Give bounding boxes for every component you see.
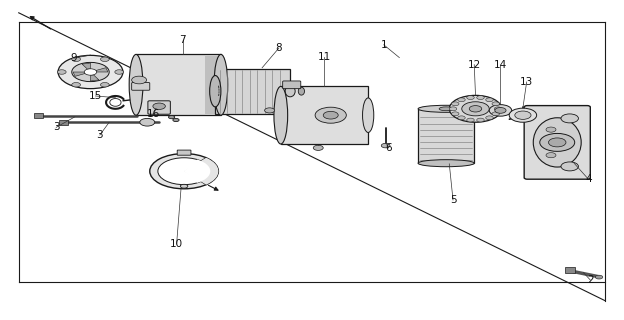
Circle shape [72,83,80,87]
Ellipse shape [418,105,474,112]
Circle shape [561,114,578,123]
Text: 9: 9 [71,53,77,63]
Circle shape [469,106,482,112]
Text: 1: 1 [381,40,387,50]
Text: 16: 16 [147,109,160,119]
Circle shape [452,112,459,116]
Circle shape [315,107,346,123]
Text: 4: 4 [585,174,592,184]
Ellipse shape [363,98,374,132]
Text: 5: 5 [450,195,456,205]
Circle shape [58,55,123,89]
FancyBboxPatch shape [148,101,170,114]
Circle shape [515,111,531,119]
Circle shape [313,145,323,150]
Polygon shape [82,63,90,69]
FancyBboxPatch shape [524,106,590,179]
Text: 2: 2 [587,275,593,285]
Text: 13: 13 [520,77,534,87]
Circle shape [561,162,578,171]
Circle shape [492,112,499,116]
Circle shape [449,95,502,122]
Circle shape [381,143,390,148]
Circle shape [153,103,165,109]
Circle shape [449,107,457,111]
FancyBboxPatch shape [418,109,474,163]
Polygon shape [73,72,85,76]
Circle shape [173,118,179,122]
Circle shape [462,102,489,116]
FancyBboxPatch shape [59,120,68,125]
Circle shape [477,96,484,100]
Circle shape [323,111,338,119]
FancyBboxPatch shape [565,267,575,273]
Text: 10: 10 [170,239,183,249]
Text: 11: 11 [318,52,331,62]
Text: 15: 15 [89,91,102,101]
Polygon shape [96,68,108,72]
Ellipse shape [210,76,221,107]
Circle shape [132,76,147,84]
Ellipse shape [129,54,143,115]
Ellipse shape [418,160,474,167]
Circle shape [100,83,109,87]
Circle shape [458,116,466,120]
FancyBboxPatch shape [283,81,301,89]
Circle shape [509,108,537,122]
Circle shape [548,138,566,147]
Wedge shape [184,160,210,183]
Circle shape [150,154,218,189]
Circle shape [485,116,493,120]
Circle shape [180,184,188,188]
Circle shape [72,62,109,82]
Circle shape [495,108,506,113]
Ellipse shape [298,87,305,95]
FancyBboxPatch shape [215,69,290,114]
Circle shape [158,158,210,185]
Circle shape [168,116,175,119]
Ellipse shape [439,107,453,111]
Wedge shape [184,158,218,185]
Circle shape [489,105,512,116]
Circle shape [84,69,97,75]
FancyBboxPatch shape [177,150,191,155]
Circle shape [100,57,109,61]
Circle shape [458,98,466,102]
Circle shape [546,127,556,132]
Text: 7: 7 [180,35,186,45]
Circle shape [452,102,459,106]
Text: 3: 3 [53,122,59,132]
Text: 3: 3 [97,130,103,140]
Text: 14: 14 [494,60,507,70]
Text: 8: 8 [276,43,282,53]
FancyBboxPatch shape [136,54,221,115]
Circle shape [595,275,603,279]
Ellipse shape [214,54,228,115]
Circle shape [72,57,80,61]
Circle shape [492,102,499,106]
FancyBboxPatch shape [205,56,221,114]
Circle shape [546,153,556,158]
Circle shape [115,70,124,74]
Circle shape [485,98,493,102]
Text: 12: 12 [467,60,481,70]
Ellipse shape [285,86,295,97]
Circle shape [477,118,484,122]
Circle shape [57,70,66,74]
FancyBboxPatch shape [281,86,368,144]
Circle shape [540,133,575,151]
Circle shape [140,118,155,126]
Ellipse shape [274,86,288,144]
Circle shape [467,96,474,100]
FancyBboxPatch shape [132,83,150,90]
Ellipse shape [534,118,581,167]
Circle shape [467,118,474,122]
FancyBboxPatch shape [34,113,43,118]
Circle shape [494,107,502,111]
Text: 6: 6 [385,143,391,153]
Polygon shape [90,75,99,81]
Circle shape [265,108,275,113]
